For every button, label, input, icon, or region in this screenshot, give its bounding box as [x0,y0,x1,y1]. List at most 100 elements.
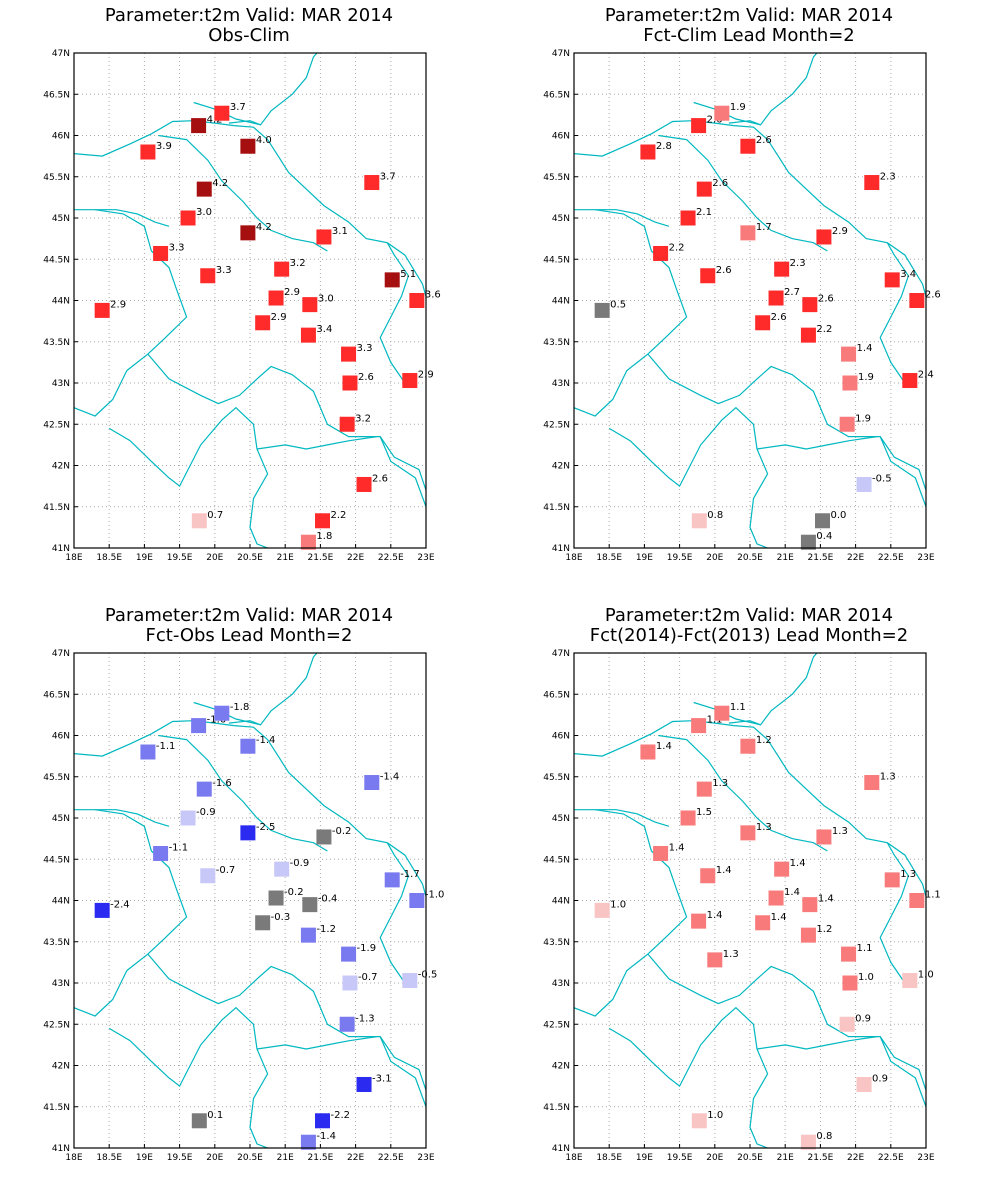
station-marker [755,315,771,331]
y-tick-label: 47N [52,649,70,659]
station-marker [691,1113,707,1129]
station-value-label: -1.9 [357,943,377,954]
grid [574,653,926,1148]
station-value-label: -1.1 [156,741,176,752]
border-line [256,1036,377,1050]
station-value-label: -3.1 [372,1073,392,1084]
station-value-label: 0.9 [855,1013,871,1024]
station-value-label: -0.7 [358,972,378,983]
station-value-label: 4.2 [212,178,228,189]
y-tick-label: 41N [552,1144,570,1154]
station-marker [594,902,610,918]
station-marker [255,315,271,331]
y-tick-label: 46.5N [543,90,570,100]
x-tick-label: 23E [417,1153,434,1163]
y-tick-label: 45.5N [43,173,70,183]
y-tick-label: 44N [552,897,570,907]
station-marker [341,946,357,962]
station-marker [409,293,425,308]
y-tick-label: 44.5N [543,855,570,865]
station-marker [691,118,707,134]
station-value-label: 3.4 [316,324,332,335]
x-tick-label: 20.5E [737,553,763,563]
y-tick-label: 46.5N [543,690,570,700]
grid [574,53,926,548]
station-value-label: 2.1 [696,207,712,218]
x-tick-label: 18E [565,553,582,563]
border-line [74,809,188,1017]
station-value-label: -2.5 [256,822,276,833]
y-tick-label: 47N [52,49,70,59]
station-marker [268,890,284,906]
x-tick-label: 20E [706,553,723,563]
station-marker [240,825,256,841]
station-value-label: 2.6 [712,178,728,189]
station-value-label: 1.5 [696,807,712,818]
panel-title-line1: Parameter:t2m Valid: MAR 2014 [605,605,893,626]
station-value-label: -1.4 [380,772,400,783]
station-value-label: -1.8 [230,702,250,713]
x-tick-label: 20.5E [237,553,263,563]
y-tick-label: 42N [552,1062,570,1072]
station-marker [768,290,784,306]
x-tick-label: 22.5E [878,553,904,563]
border-line [756,1036,877,1050]
country-borders [574,53,926,548]
station-value-label: 0.4 [816,531,832,542]
y-tick-label: 44N [52,897,70,907]
station-value-label: 0.8 [707,510,723,521]
border-line [147,353,426,491]
y-tick-label: 45N [552,814,570,824]
y-tick-label: 46.5N [43,90,70,100]
grid [74,53,426,548]
station-marker [816,829,832,845]
station-value-label: -0.9 [290,858,310,869]
y-tick-label: 45.5N [543,173,570,183]
station-marker [768,890,784,906]
grid [74,653,426,1148]
station-marker [315,513,331,529]
y-tick-label: 44.5N [43,255,70,265]
x-tick-label: 23E [917,1153,934,1163]
y-tick-label: 45.5N [43,773,70,783]
x-tick-label: 18E [565,1153,582,1163]
station-marker [802,897,818,913]
border-line [379,1036,426,1108]
border-line [658,134,828,252]
station-marker [364,175,380,191]
station-value-label: 1.4 [818,894,834,905]
station-value-label: 3.3 [169,242,185,253]
station-value-label: 0.9 [872,1073,888,1084]
station-marker [140,744,156,760]
station-value-label: 2.9 [284,287,300,298]
border-line [879,842,910,984]
border-line [647,353,926,491]
station-value-label: -1.4 [316,1131,336,1142]
station-value-label: -0.3 [271,912,291,923]
x-tick-label: 21.5E [808,1153,834,1163]
station-value-label: -0.9 [196,807,216,818]
station-value-label: -1.7 [400,869,420,880]
panel-title-line1: Parameter:t2m Valid: MAR 2014 [105,605,393,626]
border-line [728,53,818,126]
station-value-label: -1.4 [256,735,276,746]
station-value-label: 0.0 [831,510,847,521]
station-marker [700,268,716,284]
station-marker [316,229,332,245]
border-line [108,1027,170,1079]
station-marker [816,229,832,245]
border-line [95,809,170,827]
station-value-label: 1.2 [816,924,832,935]
station-value-label: 2.9 [832,226,848,237]
border-line [574,809,688,1017]
border-line [574,120,926,297]
station-value-label: 3.3 [357,343,373,354]
station-marker [800,534,816,550]
panel-fct-clim: Parameter:t2m Valid: MAR 2014 Fct-Clim L… [543,5,941,563]
station-value-label: -0.5 [418,970,438,981]
station-marker [341,346,357,362]
border-line [108,427,170,479]
station-marker [696,781,712,797]
station-value-label: 2.9 [110,299,126,310]
y-tick-label: 43.5N [543,938,570,948]
